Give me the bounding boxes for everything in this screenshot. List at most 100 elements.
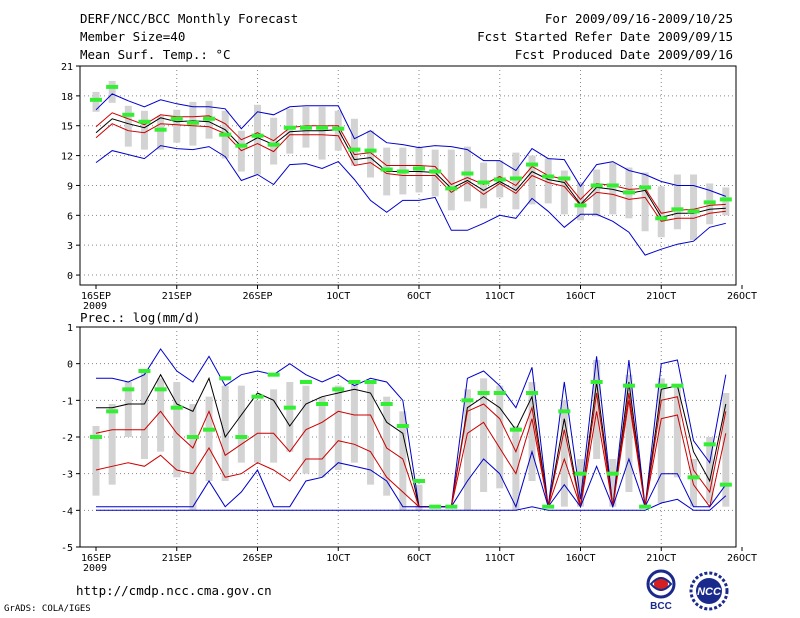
prec-median-marker bbox=[380, 402, 393, 406]
temp-spread-box bbox=[108, 80, 116, 103]
temp-spread-box bbox=[447, 149, 455, 211]
prec-spread-box bbox=[722, 393, 730, 507]
prec-median-marker bbox=[655, 383, 668, 388]
temp-y-tick-label: 0 bbox=[67, 271, 73, 282]
prec-x-tick-label: 21OCT bbox=[646, 553, 676, 564]
temp-y-tick-label: 6 bbox=[67, 211, 73, 222]
prec-median-marker bbox=[283, 405, 296, 410]
prec-spread-box bbox=[480, 378, 488, 492]
prec-median-marker bbox=[477, 391, 490, 395]
prec-spread-box bbox=[657, 378, 665, 503]
temp-y-tick-label: 21 bbox=[61, 62, 73, 73]
temp-min-line bbox=[95, 93, 726, 197]
temp-x-tick-label: 16SEP bbox=[81, 291, 111, 302]
temp-median-marker bbox=[138, 119, 151, 124]
temp-median-marker bbox=[574, 203, 587, 208]
prec-median-marker bbox=[703, 442, 716, 447]
temp-median-marker bbox=[396, 169, 409, 174]
temp-x-tick-label: 26SEP bbox=[242, 291, 272, 302]
temp-x-tick-label: 26OCT bbox=[727, 291, 757, 302]
prec-median-marker bbox=[170, 405, 183, 410]
prec-x-tick-label: 16OCT bbox=[565, 553, 595, 564]
temp-median-marker bbox=[413, 166, 425, 171]
prec-y-tick-label: -3 bbox=[61, 470, 73, 481]
prec-lower-quartile-line bbox=[95, 400, 727, 509]
temp-median-marker bbox=[122, 112, 135, 117]
prec-spread-box bbox=[221, 385, 229, 481]
temp-median-marker bbox=[90, 97, 102, 102]
prec-median-marker bbox=[332, 387, 345, 392]
prec-spread-box bbox=[286, 382, 294, 452]
temp-y-tick-label: 18 bbox=[61, 92, 73, 103]
temp-spread-box bbox=[367, 130, 375, 178]
temp-spread-box bbox=[157, 115, 165, 150]
temp-median-marker bbox=[235, 143, 248, 148]
prec-median-marker bbox=[267, 372, 280, 377]
forecast-title: DERF/NCC/BCC Monthly Forecast bbox=[80, 11, 299, 26]
temp-x-tick-label: 16OCT bbox=[565, 291, 595, 302]
prec-spread-box bbox=[625, 374, 633, 492]
temp-spread-box bbox=[560, 170, 568, 215]
prec-y-tick-label: 1 bbox=[67, 323, 73, 334]
bcc-logo-text: BCC bbox=[650, 601, 672, 612]
prec-median-marker bbox=[526, 391, 539, 395]
temp-median-marker bbox=[332, 126, 345, 131]
forecast-period-label: For 2009/09/16-2009/10/25 bbox=[544, 11, 733, 26]
temp-median-marker bbox=[348, 147, 361, 152]
prec-spread-box bbox=[254, 400, 261, 463]
temp-spread-box bbox=[528, 155, 536, 205]
temp-median-marker bbox=[493, 177, 506, 182]
temp-median-marker bbox=[639, 185, 652, 190]
prec-spread-box bbox=[609, 459, 617, 507]
grads-credit: GrADS: COLA/IGES bbox=[4, 604, 91, 614]
temp-median-marker bbox=[106, 84, 119, 89]
prec-panel: -5 -4 -3 -2 -1 0 1 16SEP 21SEP 26SEP 1OCT 6OCT 11OCT… bbox=[61, 323, 757, 574]
prec-y-tick-label: -2 bbox=[61, 433, 73, 444]
prec-spread-box bbox=[577, 459, 584, 507]
temp-y-tick-label: 15 bbox=[61, 122, 73, 133]
prec-spread-box bbox=[205, 396, 213, 481]
temp-median-marker bbox=[655, 216, 668, 221]
temp-spread-box bbox=[173, 109, 181, 143]
temp-upper-quartile-line bbox=[95, 123, 726, 222]
prec-median-marker bbox=[106, 409, 119, 414]
prec-x-tick-label: 1OCT bbox=[326, 553, 350, 564]
temp-median-marker bbox=[687, 209, 700, 214]
temp-spread-box bbox=[657, 186, 665, 238]
prec-spread-box bbox=[189, 404, 197, 511]
prec-spread-box bbox=[270, 389, 278, 463]
temp-y-tick-label: 9 bbox=[67, 181, 73, 192]
temp-spread-box bbox=[480, 162, 488, 209]
prec-x-tick-label: 21SEP bbox=[162, 553, 192, 564]
prec-lower-bound-line bbox=[96, 495, 727, 511]
prec-median-marker bbox=[687, 475, 700, 480]
temp-panel: 0 3 6 9 12 15 18 21 16SEP 21SEP 26SEP 1OCT 6OCT 11OCT… bbox=[61, 62, 757, 312]
prec-mean-line bbox=[96, 373, 727, 508]
prec-median-marker bbox=[719, 482, 732, 487]
temp-median-marker bbox=[542, 174, 555, 179]
temp-median-marker bbox=[445, 186, 458, 191]
prec-spread-box bbox=[415, 484, 423, 511]
temp-spread-box bbox=[512, 152, 520, 210]
temp-lower-quartile-line bbox=[95, 112, 726, 214]
temp-median-marker bbox=[154, 127, 167, 132]
temp-median-marker bbox=[509, 176, 522, 181]
temperature-variable-label: Mean Surf. Temp.: °C bbox=[80, 47, 231, 62]
temp-median-marker bbox=[170, 116, 183, 121]
temp-median-marker bbox=[703, 200, 716, 205]
prec-median-marker bbox=[235, 435, 248, 439]
prec-median-marker bbox=[396, 424, 409, 428]
ncc-logo-icon: NCC bbox=[689, 571, 729, 611]
prec-median-marker bbox=[364, 380, 377, 384]
prec-spread-box bbox=[463, 389, 471, 511]
prec-x-tick-label: 6OCT bbox=[407, 553, 431, 564]
temp-spread-box bbox=[124, 105, 132, 147]
prec-median-marker bbox=[203, 427, 216, 432]
temp-median-marker bbox=[558, 176, 571, 181]
prec-median-marker bbox=[509, 427, 522, 432]
prec-x-tick-label: 11OCT bbox=[485, 553, 515, 564]
website-link[interactable]: http://cmdp.ncc.cma.gov.cn bbox=[76, 583, 272, 598]
prec-median-marker bbox=[590, 380, 603, 384]
prec-y-tick-label: -4 bbox=[61, 506, 73, 517]
